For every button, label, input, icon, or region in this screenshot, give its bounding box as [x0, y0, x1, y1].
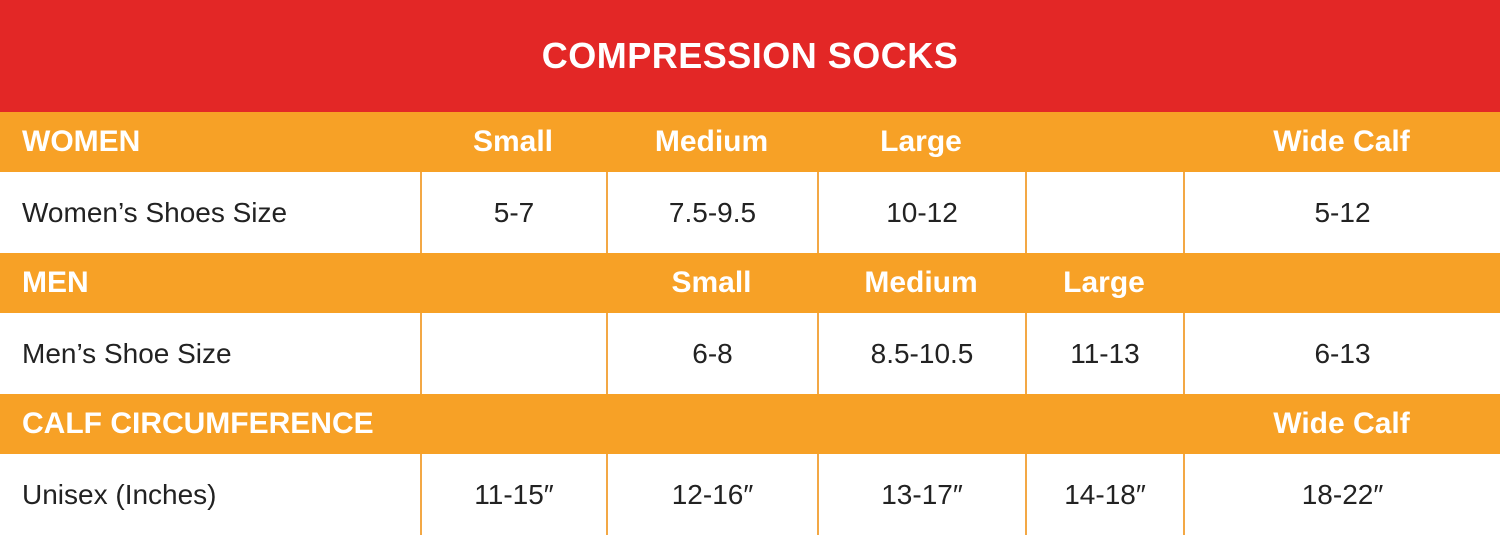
size-cell: 5-12	[1183, 172, 1500, 253]
header-band	[0, 112, 1500, 172]
header-band	[0, 394, 1500, 454]
row-label: Women’s Shoes Size	[22, 196, 288, 228]
size-cell: 13-17″	[817, 454, 1025, 535]
chart-title: COMPRESSION SOCKS	[0, 0, 1500, 112]
size-cell: 10-12	[817, 172, 1025, 253]
row-label: Unisex (Inches)	[22, 478, 217, 510]
size-cell: 11-15″	[420, 454, 606, 535]
column-header: Medium	[654, 125, 769, 158]
row-label: Men’s Shoe Size	[22, 337, 232, 369]
column-header: Medium	[864, 266, 978, 299]
size-cell: 5-7	[420, 172, 606, 253]
size-cell	[420, 313, 606, 394]
column-header: Small	[472, 125, 554, 158]
size-cell: 6-8	[606, 313, 817, 394]
column-header: Large	[880, 125, 962, 158]
column-header: Wide Calf	[1273, 125, 1410, 158]
column-header: Large	[1063, 266, 1145, 299]
size-cell: 7.5-9.5	[606, 172, 817, 253]
size-cell: 12-16″	[606, 454, 817, 535]
size-cell: 18-22″	[1183, 454, 1500, 535]
size-cell: 11-13	[1025, 313, 1183, 394]
column-header: Small	[671, 266, 752, 299]
size-cell	[1025, 172, 1183, 253]
size-cell: 6-13	[1183, 313, 1500, 394]
section-label: MEN	[22, 266, 89, 299]
size-cell: 14-18″	[1025, 454, 1183, 535]
section-label: CALF CIRCUMFERENCE	[22, 407, 374, 440]
size-cell: 8.5-10.5	[817, 313, 1025, 394]
header-band	[0, 253, 1500, 313]
section-label: WOMEN	[22, 125, 141, 158]
column-header: Wide Calf	[1273, 407, 1410, 440]
